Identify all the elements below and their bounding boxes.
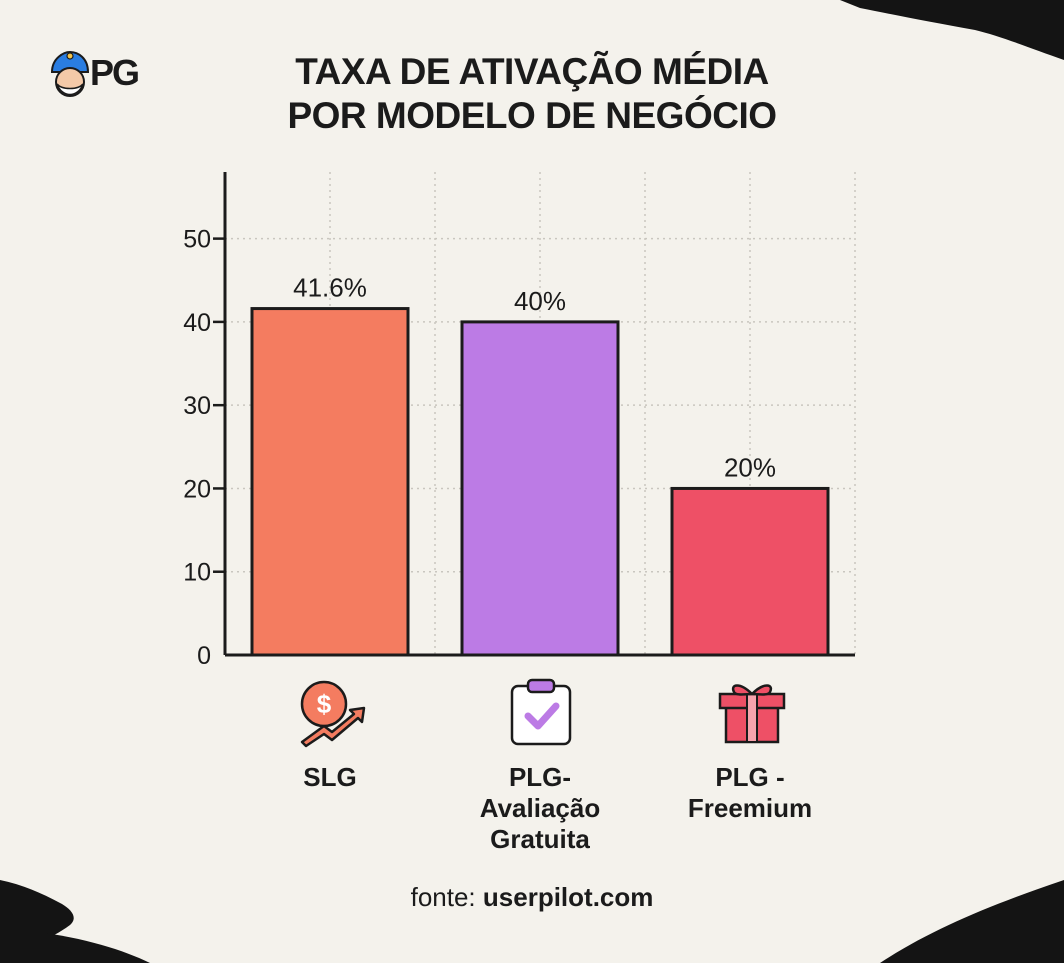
- svg-text:$: $: [317, 689, 332, 719]
- x-tick-label: SLG: [303, 762, 357, 792]
- source-note: fonte: userpilot.com: [0, 882, 1064, 913]
- x-tick-label: PLG - Freemium: [687, 762, 813, 823]
- y-tick-label: 20: [183, 475, 211, 503]
- x-tick-label: PLG- Avaliação Gratuita: [479, 762, 601, 854]
- data-label: 40%: [514, 286, 566, 316]
- bar: [670, 486, 830, 657]
- data-label: 20%: [724, 452, 776, 482]
- source-domain: userpilot.com: [482, 882, 654, 912]
- y-tick-label: 50: [183, 226, 211, 254]
- pg-logo-icon: [50, 50, 90, 97]
- y-tick-label: 0: [197, 642, 211, 670]
- bar: [250, 307, 410, 657]
- chart-title-line-1: TAXA DE ATIVAÇÃO MÉDIA: [295, 51, 769, 92]
- dollar-growth-icon: $: [300, 680, 366, 748]
- chart-title-line-2: POR MODELO DE NEGÓCIO: [287, 95, 777, 136]
- bar: [460, 320, 620, 657]
- y-tick-label: 40: [183, 309, 211, 337]
- gift-icon: [718, 684, 786, 744]
- logo-text: PG: [90, 52, 140, 93]
- chart-title: TAXA DE ATIVAÇÃO MÉDIA POR MODELO DE NEG…: [0, 50, 1064, 138]
- clipboard-check-icon: [510, 678, 572, 746]
- data-label: 41.6%: [293, 273, 367, 303]
- y-tick-label: 30: [183, 392, 211, 420]
- source-prefix: fonte:: [410, 882, 476, 912]
- y-tick-label: 10: [183, 559, 211, 587]
